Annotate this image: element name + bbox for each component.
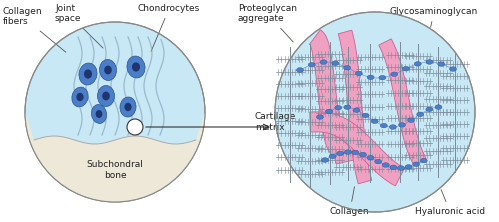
Ellipse shape — [72, 87, 88, 107]
Ellipse shape — [420, 158, 427, 163]
Text: Chondrocytes: Chondrocytes — [138, 4, 200, 52]
Ellipse shape — [344, 65, 351, 70]
Text: Joint
space: Joint space — [55, 4, 103, 48]
Circle shape — [275, 12, 475, 212]
Ellipse shape — [91, 105, 107, 123]
Ellipse shape — [389, 125, 396, 129]
Polygon shape — [309, 30, 354, 164]
Ellipse shape — [382, 163, 389, 167]
Ellipse shape — [450, 67, 457, 71]
Ellipse shape — [352, 150, 359, 155]
Ellipse shape — [408, 118, 415, 122]
Ellipse shape — [329, 154, 336, 159]
Polygon shape — [379, 39, 426, 165]
Ellipse shape — [120, 97, 136, 117]
Ellipse shape — [362, 113, 369, 118]
Ellipse shape — [367, 156, 374, 160]
Ellipse shape — [414, 62, 421, 66]
Ellipse shape — [391, 72, 398, 76]
Ellipse shape — [316, 115, 323, 119]
Ellipse shape — [344, 105, 351, 109]
Text: Proteoglycan
aggregate: Proteoglycan aggregate — [238, 4, 297, 42]
Ellipse shape — [97, 85, 114, 107]
Ellipse shape — [296, 68, 303, 72]
Ellipse shape — [438, 62, 445, 66]
Ellipse shape — [332, 61, 339, 65]
Ellipse shape — [76, 93, 84, 101]
Ellipse shape — [367, 75, 374, 79]
Ellipse shape — [326, 109, 333, 114]
Ellipse shape — [359, 152, 366, 157]
Text: Cartilage
matrix: Cartilage matrix — [255, 112, 296, 132]
Ellipse shape — [96, 110, 102, 118]
Text: Subchondral
bone: Subchondral bone — [86, 160, 143, 180]
Circle shape — [25, 22, 205, 202]
Ellipse shape — [355, 71, 362, 76]
Ellipse shape — [353, 108, 360, 112]
Ellipse shape — [379, 75, 386, 80]
Circle shape — [127, 119, 143, 135]
Ellipse shape — [127, 56, 145, 78]
Ellipse shape — [124, 103, 132, 111]
Polygon shape — [25, 112, 205, 202]
Ellipse shape — [417, 112, 424, 117]
Ellipse shape — [320, 60, 327, 64]
Ellipse shape — [321, 158, 328, 162]
Ellipse shape — [390, 165, 397, 170]
Ellipse shape — [132, 62, 140, 72]
Ellipse shape — [399, 123, 406, 127]
Ellipse shape — [104, 65, 112, 74]
Ellipse shape — [371, 119, 378, 123]
Ellipse shape — [397, 166, 405, 170]
Ellipse shape — [413, 162, 420, 166]
Ellipse shape — [426, 107, 433, 112]
Ellipse shape — [426, 60, 433, 64]
Ellipse shape — [380, 123, 387, 128]
Ellipse shape — [79, 63, 97, 85]
Ellipse shape — [102, 92, 110, 100]
Ellipse shape — [308, 63, 315, 67]
Ellipse shape — [335, 105, 342, 110]
Ellipse shape — [344, 150, 351, 154]
Ellipse shape — [337, 151, 344, 156]
Ellipse shape — [403, 66, 410, 71]
Polygon shape — [310, 112, 405, 186]
Polygon shape — [338, 30, 372, 184]
Text: Hyaluronic acid: Hyaluronic acid — [415, 190, 485, 216]
Text: Collagen
fibers: Collagen fibers — [3, 7, 66, 52]
Ellipse shape — [84, 69, 92, 79]
Ellipse shape — [435, 105, 442, 109]
Ellipse shape — [99, 59, 117, 81]
Text: Glycosaminoglycan: Glycosaminoglycan — [390, 7, 478, 27]
Text: Collagen: Collagen — [330, 187, 370, 216]
Ellipse shape — [405, 165, 412, 169]
Ellipse shape — [375, 159, 382, 164]
